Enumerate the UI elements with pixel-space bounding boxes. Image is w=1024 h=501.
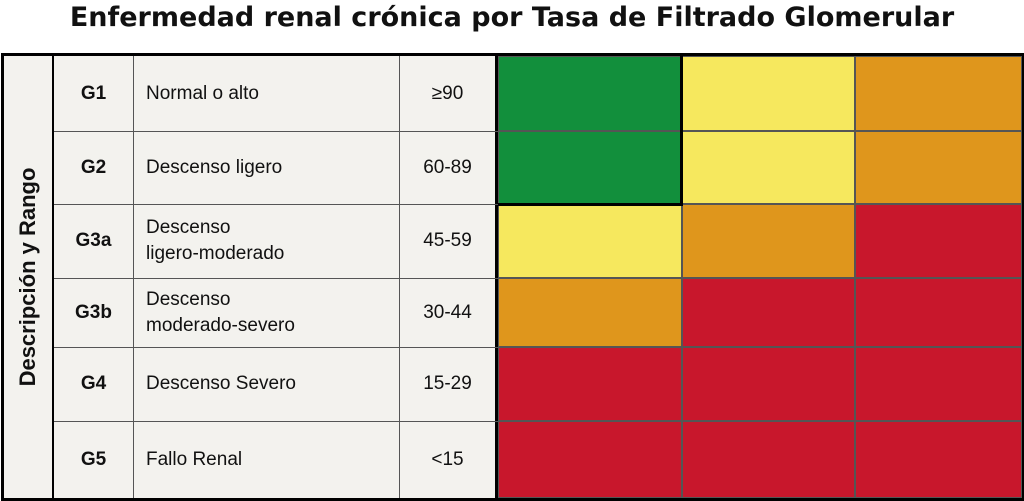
grade-row-g3b: G3b Descenso moderado-severo 30-44	[54, 278, 1022, 347]
gfr-range: <15	[400, 421, 498, 498]
risk-cell-orange	[855, 56, 1022, 131]
grade-description: Descenso Severo	[134, 347, 400, 421]
risk-cell-red	[682, 278, 855, 347]
grade-row-g3a: G3a Descenso ligero-moderado 45-59	[54, 204, 1022, 278]
grade-row-g5: G5 Fallo Renal <15	[54, 421, 1022, 498]
grade-code: G1	[54, 56, 134, 131]
risk-cell-red	[855, 421, 1022, 498]
risk-cell-red	[855, 204, 1022, 278]
risk-cell-yellow	[682, 56, 855, 131]
grade-code: G3a	[54, 204, 134, 278]
row-divider	[54, 347, 498, 348]
grade-row-g1: G1 Normal o alto ≥90	[54, 56, 1022, 131]
grade-description: Descenso ligero-moderado	[134, 204, 400, 278]
gfr-range: 30-44	[400, 278, 498, 347]
row-divider	[54, 204, 498, 205]
gfr-range: 60-89	[400, 131, 498, 204]
risk-cell-yellow	[682, 131, 855, 204]
grade-code: G5	[54, 421, 134, 498]
grade-row-g4: G4 Descenso Severo 15-29	[54, 347, 1022, 421]
risk-cell-green	[498, 131, 682, 204]
green-block-bottom-border	[498, 203, 683, 206]
grade-code: G2	[54, 131, 134, 204]
risk-cell-red	[498, 347, 682, 421]
row-divider	[54, 421, 498, 422]
gfr-range: 15-29	[400, 347, 498, 421]
page-title: Enfermedad renal crónica por Tasa de Fil…	[69, 2, 955, 33]
risk-cell-orange	[682, 204, 855, 278]
risk-cell-red	[855, 278, 1022, 347]
gfr-range: 45-59	[400, 204, 498, 278]
risk-cell-orange	[498, 278, 682, 347]
risk-cell-red	[855, 347, 1022, 421]
grade-description: Fallo Renal	[134, 421, 400, 498]
grade-code: G3b	[54, 278, 134, 347]
grade-code: G4	[54, 347, 134, 421]
ckd-grid: Descripción y Rango G1 Normal o alto ≥90 G2…	[1, 53, 1024, 501]
risk-cell-red	[498, 421, 682, 498]
grade-row-g2: G2 Descenso ligero 60-89	[54, 131, 1022, 204]
risk-cell-red	[682, 421, 855, 498]
row-divider	[54, 131, 498, 132]
gfr-range: ≥90	[400, 56, 498, 131]
row-divider	[54, 278, 498, 279]
risk-cell-orange	[855, 131, 1022, 204]
side-label: Descripción y Rango	[15, 167, 40, 387]
risk-cell-green	[498, 56, 682, 131]
risk-cell-yellow	[498, 204, 682, 278]
grade-description: Descenso ligero	[134, 131, 400, 204]
grade-description: Descenso moderado-severo	[134, 278, 400, 347]
green-block-right-border	[680, 56, 683, 205]
side-label-cell: Descripción y Rango	[4, 56, 54, 498]
risk-cell-red	[682, 347, 855, 421]
grade-description: Normal o alto	[134, 56, 400, 131]
